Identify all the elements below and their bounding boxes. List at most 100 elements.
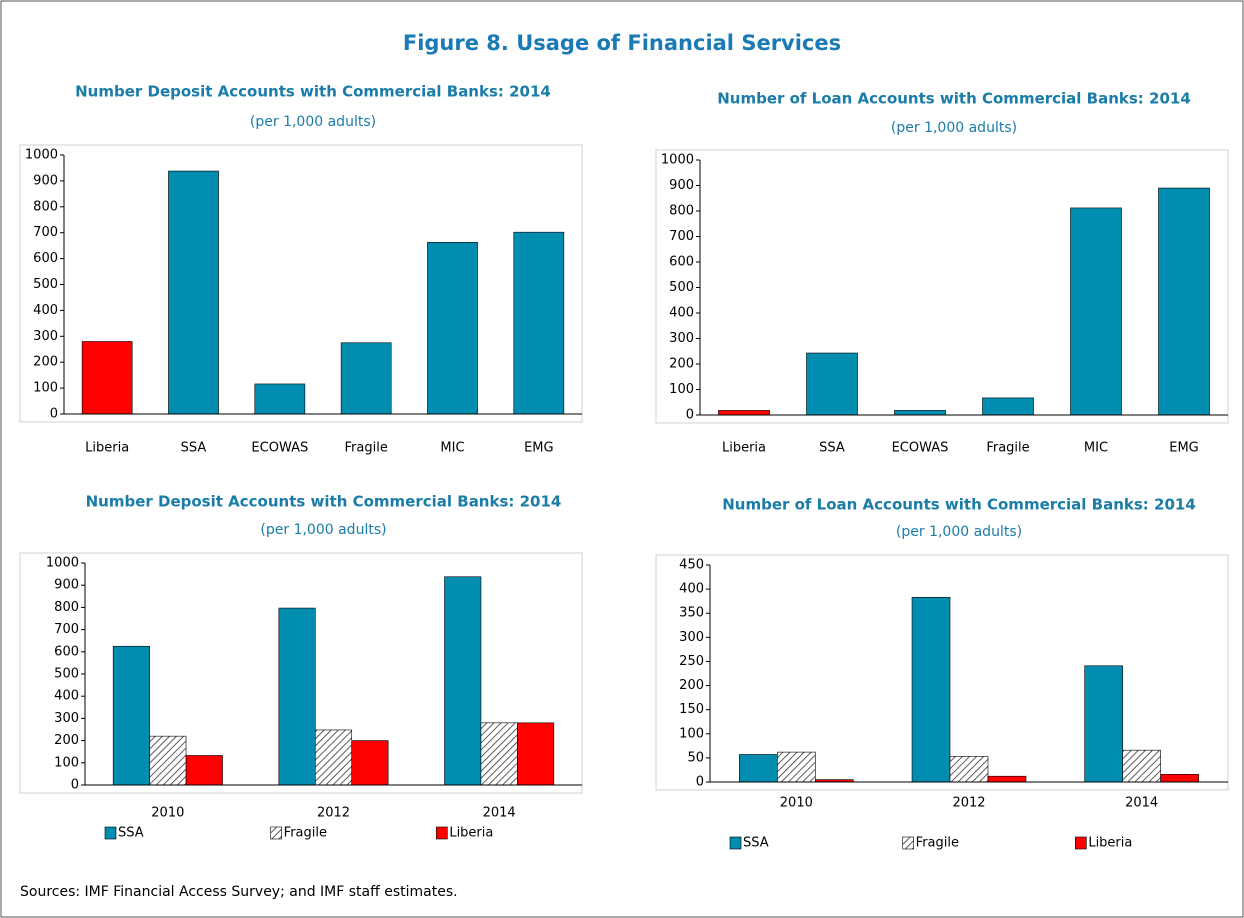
y-tick-label: 100 — [54, 755, 79, 770]
x-tick-label: 2012 — [952, 796, 985, 811]
y-tick-label: 200 — [669, 357, 694, 372]
y-tick-label: 900 — [669, 178, 694, 193]
y-tick-label: 400 — [54, 689, 79, 704]
x-tick-label: Liberia — [85, 441, 129, 456]
bar — [777, 751, 816, 783]
y-tick-label: 600 — [669, 255, 694, 270]
bar — [112, 645, 150, 786]
y-tick-label: 1000 — [661, 153, 694, 168]
y-tick-label: 0 — [696, 775, 704, 790]
chart-title: Number of Loan Accounts with Commercial … — [722, 496, 1196, 514]
x-tick-label: 2014 — [483, 806, 516, 821]
y-tick-label: 200 — [679, 678, 704, 693]
legend-label: SSA — [743, 836, 769, 851]
y-tick-label: 0 — [686, 408, 694, 423]
bar — [351, 740, 389, 786]
legend-swatch — [104, 826, 117, 840]
legend-label: Liberia — [1088, 836, 1132, 851]
bar — [480, 722, 518, 786]
bar — [718, 410, 770, 416]
bar — [149, 735, 187, 786]
bar — [949, 756, 989, 783]
legend-swatch — [1075, 836, 1087, 850]
x-tick-label: MIC — [440, 441, 464, 456]
y-tick-label: 250 — [679, 654, 704, 669]
bar — [894, 410, 946, 416]
bar — [254, 383, 306, 415]
y-tick-label: 800 — [33, 199, 58, 214]
y-tick-label: 300 — [33, 329, 58, 344]
y-tick-label: 700 — [54, 622, 79, 637]
bar — [81, 341, 133, 415]
y-tick-label: 1000 — [25, 148, 58, 163]
x-tick-label: MIC — [1084, 441, 1108, 456]
bar — [982, 397, 1034, 416]
bar — [911, 597, 951, 783]
legend-swatch — [436, 826, 448, 840]
y-tick-label: 900 — [33, 173, 58, 188]
legend-label: SSA — [118, 826, 144, 841]
bar — [739, 754, 778, 783]
bar — [444, 576, 482, 786]
y-tick-label: 700 — [669, 229, 694, 244]
x-tick-label: SSA — [819, 441, 845, 456]
y-tick-label: 300 — [54, 711, 79, 726]
y-tick-label: 1000 — [46, 556, 79, 571]
x-tick-label: 2010 — [780, 796, 813, 811]
y-tick-label: 100 — [669, 382, 694, 397]
y-tick-label: 400 — [33, 303, 58, 318]
x-tick-label: ECOWAS — [892, 441, 949, 456]
y-tick-label: 900 — [54, 578, 79, 593]
bar — [1158, 187, 1210, 416]
bar — [278, 607, 316, 786]
x-tick-label: Fragile — [986, 441, 1029, 456]
y-tick-label: 100 — [679, 726, 704, 741]
y-tick-label: 50 — [687, 750, 704, 765]
chart-subtitle: (per 1,000 adults) — [891, 120, 1017, 136]
y-tick-label: 700 — [33, 225, 58, 240]
bar — [1084, 665, 1123, 783]
bar — [806, 352, 858, 416]
y-tick-label: 800 — [54, 600, 79, 615]
plot-frame — [19, 144, 583, 423]
bar — [168, 170, 219, 415]
figure-title: Figure 8. Usage of Financial Services — [403, 31, 841, 55]
legend-swatch — [270, 826, 282, 840]
bar — [517, 722, 555, 786]
legend-label: Fragile — [916, 836, 959, 851]
legend-swatch — [902, 836, 914, 850]
y-tick-label: 0 — [50, 407, 58, 422]
chart-title: Number of Loan Accounts with Commercial … — [717, 90, 1191, 108]
bar — [1122, 749, 1161, 783]
x-tick-label: 2010 — [151, 806, 184, 821]
y-tick-label: 200 — [33, 355, 58, 370]
y-tick-label: 450 — [679, 558, 704, 573]
y-tick-label: 150 — [679, 702, 704, 717]
y-tick-label: 300 — [669, 331, 694, 346]
y-tick-label: 350 — [679, 606, 704, 621]
bar — [513, 231, 565, 415]
bar — [340, 342, 392, 415]
y-tick-label: 500 — [669, 280, 694, 295]
bar — [1160, 773, 1199, 783]
plot-frame — [655, 554, 1229, 791]
x-tick-label: EMG — [524, 441, 554, 456]
bar — [185, 755, 223, 786]
legend-label: Liberia — [449, 826, 493, 841]
y-tick-label: 400 — [679, 582, 704, 597]
x-tick-label: ECOWAS — [251, 441, 308, 456]
y-tick-label: 800 — [669, 204, 694, 219]
bar — [1070, 207, 1122, 416]
legend-label: Fragile — [284, 826, 327, 841]
plot-frame — [655, 149, 1229, 424]
y-tick-label: 100 — [33, 381, 58, 396]
chart-subtitle: (per 1,000 adults) — [250, 114, 376, 130]
y-tick-label: 500 — [33, 277, 58, 292]
y-tick-label: 400 — [669, 306, 694, 321]
y-tick-label: 600 — [33, 251, 58, 266]
x-tick-label: Fragile — [345, 441, 388, 456]
bar — [987, 775, 1027, 783]
y-tick-label: 300 — [679, 630, 704, 645]
y-tick-label: 500 — [54, 667, 79, 682]
